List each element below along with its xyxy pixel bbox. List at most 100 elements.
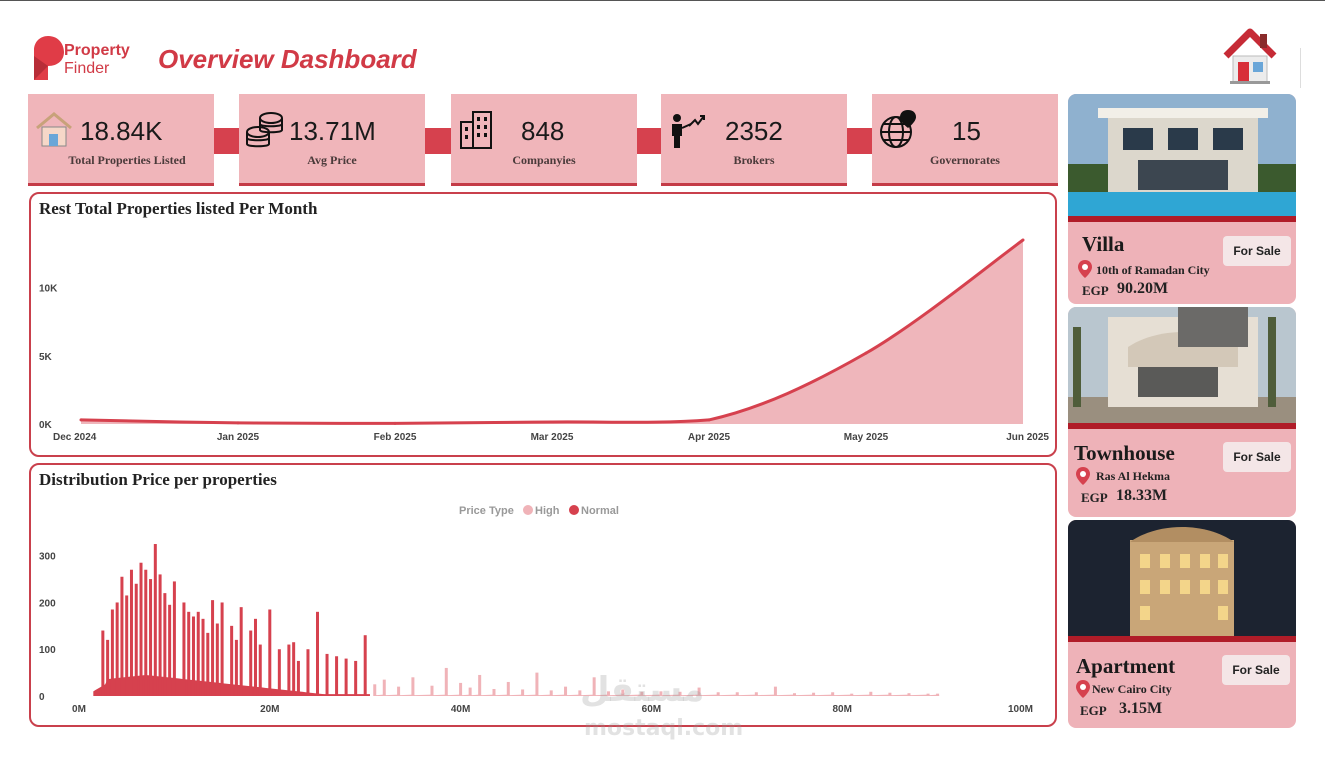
kpi-connector	[425, 128, 452, 154]
high-bar	[773, 686, 777, 696]
high-bar	[793, 693, 796, 696]
high-bar	[444, 667, 448, 696]
normal-bar	[172, 581, 176, 696]
normal-bar	[306, 649, 310, 696]
high-bar	[621, 689, 625, 696]
high-bar	[578, 690, 582, 696]
normal-bar	[144, 569, 148, 696]
x-tick-label: Apr 2025	[688, 432, 731, 443]
high-bar	[659, 691, 663, 696]
high-bar	[678, 691, 682, 696]
normal-bar	[258, 644, 262, 696]
property-card-townhouse[interactable]: Townhouse For Sale Ras Al Hekma EGP 18.3…	[1068, 307, 1296, 517]
normal-bar	[163, 593, 167, 696]
x-tick-label: Mar 2025	[531, 432, 574, 443]
normal-bar	[253, 618, 257, 696]
high-bar	[478, 674, 482, 696]
for-sale-button[interactable]: For Sale	[1223, 236, 1291, 266]
normal-bar	[335, 656, 339, 696]
normal-bar	[110, 609, 114, 696]
chart-title: Rest Total Properties listed Per Month	[39, 199, 318, 218]
normal-bar	[134, 583, 138, 696]
kpi-value: 2352	[725, 116, 783, 146]
property-finder-logo-icon	[34, 36, 64, 80]
normal-bar	[153, 544, 157, 696]
high-bar	[735, 692, 739, 696]
high-bar	[430, 685, 434, 696]
high-bar	[831, 692, 835, 696]
x-tick-label: 80M	[832, 704, 851, 715]
for-sale-button[interactable]: For Sale	[1223, 442, 1291, 472]
x-tick-label: Jun 2025	[1006, 432, 1049, 443]
broker-icon	[672, 114, 705, 148]
villa-photo	[1068, 94, 1296, 222]
x-tick-label: Feb 2025	[374, 432, 417, 443]
kpi-card-properties: 18.84K Total Properties Listed	[28, 94, 214, 186]
watermark-latin: mostaql.com	[584, 716, 744, 741]
high-bar	[459, 682, 463, 696]
area-point	[393, 421, 397, 425]
property-type: Villa	[1082, 232, 1125, 256]
currency: EGP	[1080, 703, 1107, 718]
legend-label: Normal	[581, 505, 619, 517]
property-card-apartment[interactable]: Apartment For Sale New Cairo City EGP 3.…	[1068, 520, 1296, 728]
building-icon	[460, 111, 492, 149]
normal-bar	[296, 660, 300, 696]
monthly-listings-chart: Rest Total Properties listed Per Month 0…	[29, 192, 1057, 457]
normal-bar	[191, 616, 195, 696]
kpi-card-avg-price: 13.71M Avg Price	[239, 94, 425, 186]
kpi-label: Companyies	[512, 153, 576, 167]
kpi-label: Governorates	[930, 153, 1000, 167]
normal-bar	[325, 653, 329, 696]
normal-bar	[139, 562, 143, 696]
normal-bar	[287, 644, 291, 696]
normal-bar	[215, 623, 219, 696]
area-fill	[81, 240, 1023, 424]
property-location: Ras Al Hekma	[1096, 469, 1171, 483]
kpi-value: 848	[521, 116, 565, 146]
normal-bar	[129, 569, 133, 696]
property-location: 10th of Ramadan City	[1096, 263, 1210, 277]
x-tick-label: 0M	[72, 704, 86, 715]
for-sale-button[interactable]: For Sale	[1222, 655, 1290, 685]
normal-bar	[115, 602, 119, 696]
area-point	[79, 418, 83, 422]
kpi-label: Avg Price	[307, 153, 357, 167]
property-card-villa[interactable]: Villa For Sale 10th of Ramadan City EGP …	[1068, 94, 1296, 304]
area-point	[707, 418, 711, 422]
high-bar	[382, 679, 386, 696]
header-divider	[1300, 48, 1301, 88]
high-bar	[521, 689, 525, 696]
legend-label: High	[535, 505, 560, 517]
kpi-card-governorates: 15 Governorates	[872, 94, 1058, 186]
property-type: Apartment	[1076, 654, 1176, 678]
coins-icon	[246, 112, 283, 148]
property-location: New Cairo City	[1092, 682, 1172, 696]
normal-bar	[149, 579, 153, 696]
normal-bar	[354, 660, 358, 696]
high-bar	[888, 692, 892, 696]
normal-bar	[230, 625, 234, 696]
y-tick-label: 0K	[39, 420, 53, 431]
normal-bar	[277, 649, 281, 696]
page-title: Overview Dashboard	[158, 44, 417, 74]
normal-bar	[316, 611, 319, 696]
high-bar	[869, 691, 873, 696]
y-tick-label: 100	[39, 645, 56, 656]
normal-bar	[268, 609, 272, 696]
currency: EGP	[1082, 283, 1109, 298]
kpi-connector	[214, 128, 240, 154]
area-point	[1021, 238, 1025, 242]
normal-bar	[182, 602, 186, 696]
bar-chart-canvas: Price Type High Normal 0 100 200 300 0M 20M 40M 60…	[39, 505, 1033, 715]
house-icon	[1223, 28, 1277, 84]
high-bar	[373, 684, 377, 696]
kpi-connector	[636, 128, 662, 154]
high-tail-band	[374, 694, 940, 696]
normal-bar	[239, 607, 243, 696]
property-type: Townhouse	[1074, 441, 1175, 465]
normal-bar	[201, 618, 205, 696]
kpi-label: Brokers	[733, 153, 775, 167]
normal-bar	[187, 611, 191, 696]
high-bar	[697, 687, 701, 696]
